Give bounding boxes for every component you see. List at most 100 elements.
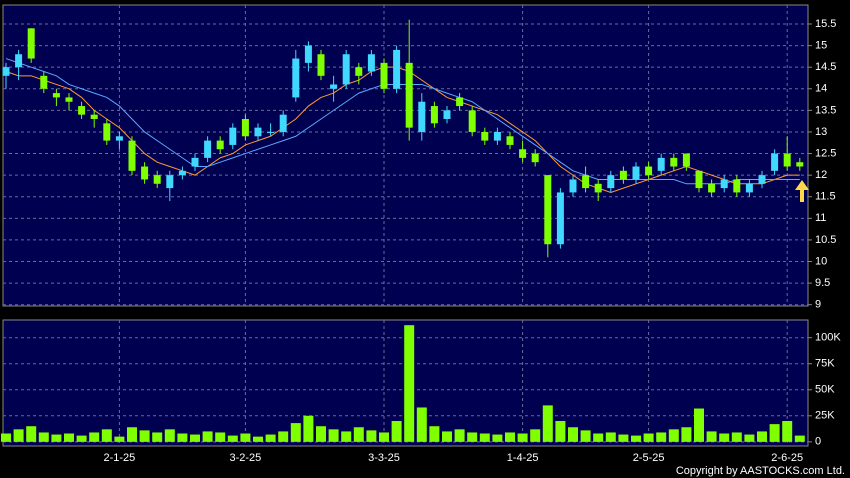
volume-bar bbox=[416, 407, 427, 442]
candle-body bbox=[556, 192, 564, 245]
y-tick-label: 14.5 bbox=[815, 61, 836, 73]
y-tick-label: 12 bbox=[815, 169, 827, 181]
y-tick-label: 75K bbox=[815, 358, 835, 370]
volume-bar bbox=[404, 325, 415, 442]
candle-body bbox=[708, 183, 716, 193]
volume-bar bbox=[467, 432, 478, 442]
volume-bar bbox=[64, 433, 74, 442]
volume-bar bbox=[366, 430, 377, 442]
candle-body bbox=[594, 183, 602, 193]
candle-body bbox=[380, 62, 388, 89]
moving-average bbox=[5, 66, 800, 193]
volume-bar bbox=[479, 433, 490, 442]
candle-body bbox=[519, 149, 527, 158]
volume-bar bbox=[202, 431, 213, 442]
volume-bar bbox=[454, 429, 465, 442]
y-tick-label: 10.5 bbox=[815, 234, 836, 246]
candle-body bbox=[456, 97, 464, 107]
volume-bar bbox=[51, 434, 62, 442]
candle-body bbox=[468, 110, 476, 132]
candle-body bbox=[682, 153, 690, 167]
candle-body bbox=[645, 166, 653, 176]
volume-bar bbox=[76, 435, 87, 442]
candle-body bbox=[796, 162, 804, 167]
candle-body bbox=[304, 45, 312, 63]
volume-bar bbox=[114, 436, 125, 442]
candle-body bbox=[493, 131, 501, 141]
volume-bar bbox=[517, 433, 528, 442]
volume-bar bbox=[593, 433, 604, 442]
volume-bar bbox=[152, 432, 163, 442]
candle-body bbox=[78, 106, 86, 115]
candle-body bbox=[506, 136, 514, 145]
candle-body bbox=[229, 127, 237, 145]
volume-bar bbox=[177, 433, 188, 442]
y-tick-label: 13.5 bbox=[815, 104, 836, 116]
candle-body bbox=[619, 170, 627, 180]
volume-bar bbox=[505, 432, 515, 442]
volume-bar bbox=[580, 430, 591, 442]
candle-body bbox=[292, 58, 300, 98]
x-tick-label: 2-5-25 bbox=[633, 452, 665, 464]
candle-body bbox=[695, 170, 703, 189]
volume-bar bbox=[643, 433, 654, 442]
x-tick-label: 3-2-25 bbox=[230, 452, 262, 464]
volume-bar bbox=[530, 429, 541, 442]
candle-body bbox=[632, 166, 640, 180]
x-tick-label: 3-3-25 bbox=[368, 452, 400, 464]
volume-bar bbox=[38, 432, 49, 442]
candle-body bbox=[103, 123, 111, 141]
y-tick-label: 0 bbox=[815, 436, 821, 448]
candle-body bbox=[544, 175, 552, 245]
volume-bar bbox=[26, 426, 37, 442]
volume-bar bbox=[706, 431, 717, 442]
candle-body bbox=[178, 170, 186, 176]
volume-bar bbox=[694, 408, 704, 442]
candle-body bbox=[65, 97, 73, 102]
volume-bar bbox=[215, 432, 226, 442]
volume-bar bbox=[101, 429, 112, 442]
volume-bar bbox=[164, 429, 175, 442]
volume-bar bbox=[631, 435, 641, 442]
candle-body bbox=[90, 114, 98, 120]
candle-body bbox=[254, 127, 262, 137]
volume-bar bbox=[794, 435, 805, 442]
candle-body bbox=[657, 157, 665, 171]
y-tick-label: 25K bbox=[815, 410, 835, 422]
volume-bar bbox=[442, 431, 452, 442]
candle-body bbox=[128, 140, 136, 171]
candle-body bbox=[418, 101, 426, 132]
volume-bar bbox=[13, 429, 24, 442]
volume-bar bbox=[290, 423, 301, 442]
candle-body bbox=[279, 114, 287, 132]
volume-bar bbox=[265, 434, 276, 442]
candle-body bbox=[27, 28, 35, 59]
candle-body bbox=[481, 131, 489, 141]
volume-bar bbox=[303, 415, 314, 442]
candle-body bbox=[405, 62, 413, 128]
candle-body bbox=[367, 54, 375, 72]
candle-body bbox=[141, 166, 149, 180]
y-tick-label: 9.5 bbox=[815, 277, 830, 289]
volume-bar bbox=[568, 427, 578, 442]
volume-bar bbox=[379, 432, 389, 442]
volume-bar bbox=[316, 426, 326, 442]
volume-bar bbox=[429, 426, 440, 442]
volume-bar bbox=[681, 427, 692, 442]
volume-bar bbox=[618, 434, 629, 442]
candle-body bbox=[330, 84, 338, 89]
candle-body bbox=[355, 67, 363, 76]
volume-bar bbox=[757, 431, 767, 442]
y-tick-label: 11 bbox=[815, 212, 826, 224]
volume-bar bbox=[1, 433, 11, 442]
candle-body bbox=[569, 179, 577, 193]
volume-bar bbox=[139, 430, 150, 442]
volume-bar bbox=[782, 421, 793, 442]
volume-bar bbox=[278, 431, 289, 442]
volume-bar bbox=[328, 429, 339, 442]
y-tick-label: 11.5 bbox=[815, 191, 836, 203]
moving-average bbox=[5, 58, 800, 185]
volume-bar bbox=[731, 432, 742, 442]
candle-body bbox=[191, 157, 199, 167]
